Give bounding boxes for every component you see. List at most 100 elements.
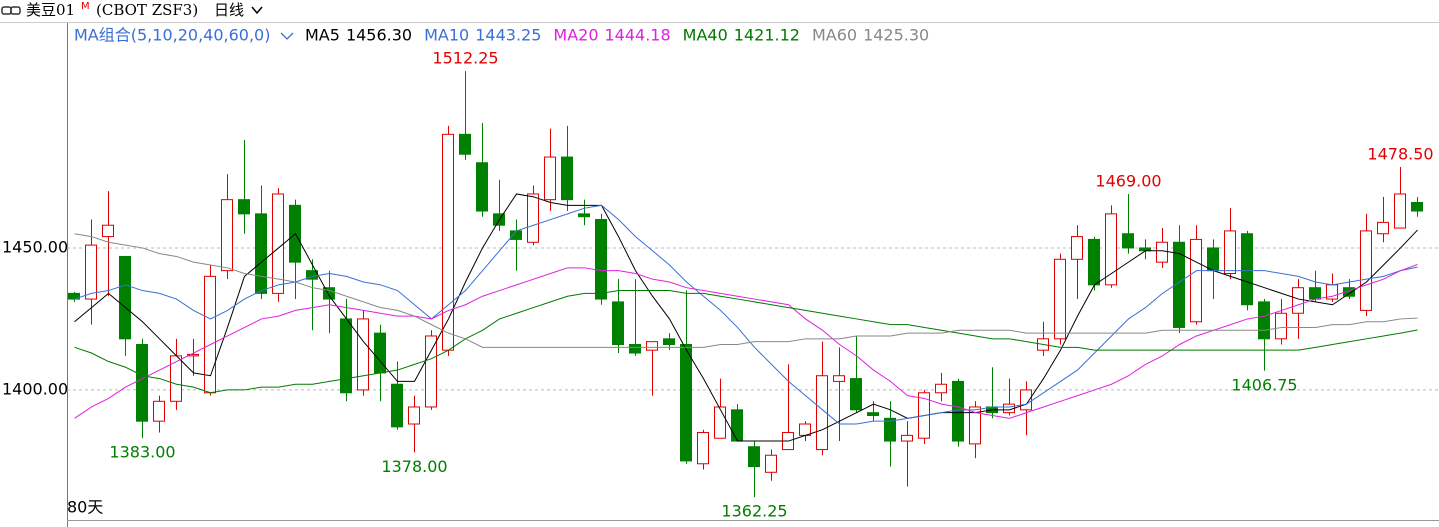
candle-body (442, 133, 454, 351)
candle-body (901, 434, 913, 442)
candle-body (170, 355, 182, 402)
candle-body (1020, 389, 1032, 411)
candle-body (799, 423, 811, 436)
candle-body (1411, 202, 1423, 212)
period[interactable]: 日线 (214, 1, 244, 19)
ma-combo[interactable]: MA组合(5,10,20,40,60,0) (74, 26, 270, 45)
low-label: 1378.00 (381, 457, 447, 476)
candle-body (102, 224, 114, 238)
candle-body (1071, 236, 1083, 260)
symbol-sup: M (81, 1, 90, 12)
candle-body (1360, 230, 1372, 311)
candle-body (680, 343, 692, 462)
high-label: 1478.50 (1367, 145, 1433, 164)
candle-body (527, 193, 539, 243)
candle-body (561, 156, 573, 201)
candle-body (1088, 238, 1100, 286)
candle-body (153, 400, 165, 422)
candle-body (1224, 230, 1236, 274)
candle-body (850, 378, 862, 411)
candle-body (697, 432, 709, 465)
candle-body (1054, 258, 1066, 340)
symbol[interactable]: 美豆01 (26, 1, 75, 19)
candle-body (1292, 287, 1304, 314)
candle-body (1377, 221, 1389, 235)
candle-body (391, 383, 403, 428)
candle-body (629, 343, 641, 354)
low-label: 1406.75 (1231, 375, 1297, 394)
candle-body (425, 335, 437, 408)
candle-body (1309, 287, 1321, 300)
candle-body (714, 406, 726, 439)
candle-body (1173, 241, 1185, 328)
candle-body (731, 409, 743, 442)
candle-body (765, 454, 777, 473)
candle-body (748, 446, 760, 468)
candle-body (340, 318, 352, 394)
day-count: 80天 (67, 498, 103, 517)
candle-body (1105, 213, 1117, 286)
toolbar (0, 0, 1439, 22)
legend-name: MA40 (683, 26, 728, 45)
candle-body (68, 292, 80, 300)
candle-body (221, 199, 233, 272)
candle-body (833, 375, 845, 382)
high-label: 1469.00 (1095, 171, 1161, 190)
candle-body (1190, 238, 1202, 323)
period-chevron[interactable] (251, 6, 263, 15)
legend-value: 1443.25 (475, 26, 541, 45)
legend-name: MA60 (812, 26, 857, 45)
candle-body (1156, 241, 1168, 263)
code: (CBOT ZSF3) (96, 1, 198, 19)
candle-body (119, 255, 131, 340)
candle-body (816, 375, 828, 451)
candle-body (238, 199, 250, 215)
ma-line (74, 233, 1418, 348)
candle-body (1241, 233, 1253, 306)
candle-body (459, 133, 471, 155)
candle-body (952, 380, 964, 442)
candle-body (935, 383, 947, 394)
y-tick-label: 1400.00 (2, 379, 68, 398)
candle-body (374, 332, 386, 374)
candle-body (969, 406, 981, 445)
candle-body (884, 417, 896, 442)
ma-line (74, 263, 1418, 419)
low-label: 1362.25 (721, 502, 787, 521)
candle-body (85, 244, 97, 300)
candle-body (578, 213, 590, 218)
candle-body (1207, 247, 1219, 272)
candle-body (1394, 193, 1406, 229)
legend-name: MA20 (553, 26, 598, 45)
link-icon (1, 6, 21, 15)
candle-body (646, 341, 658, 351)
candle-body (136, 343, 148, 422)
ma-line (74, 290, 1418, 394)
low-label: 1383.00 (109, 443, 175, 462)
legend-value: 1421.12 (734, 26, 800, 45)
candle-body (1275, 312, 1287, 340)
legend-name: MA5 (305, 26, 340, 45)
ma-chevron[interactable] (280, 32, 294, 40)
candle-body (357, 318, 369, 391)
candle-body (187, 353, 199, 357)
candle-body (408, 406, 420, 425)
legend-value: 1444.18 (605, 26, 671, 45)
high-label: 1512.25 (432, 49, 498, 68)
legend-value: 1425.30 (863, 26, 929, 45)
candle-body (595, 219, 607, 300)
candle-body (255, 213, 267, 294)
candle-body (867, 412, 879, 416)
candle-body (1258, 301, 1270, 340)
candle-body (476, 162, 488, 212)
ma-line (74, 193, 1418, 442)
ma-line (74, 204, 1418, 425)
y-tick-label: 1450.00 (2, 237, 68, 256)
legend-value: 1456.30 (346, 26, 412, 45)
legend-name: MA10 (424, 26, 469, 45)
candle-body (612, 301, 624, 345)
candle-body (323, 287, 335, 300)
candle-body (1343, 287, 1355, 297)
